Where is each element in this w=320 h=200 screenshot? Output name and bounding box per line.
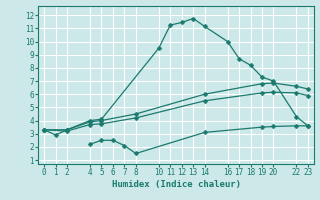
X-axis label: Humidex (Indice chaleur): Humidex (Indice chaleur)	[111, 180, 241, 189]
